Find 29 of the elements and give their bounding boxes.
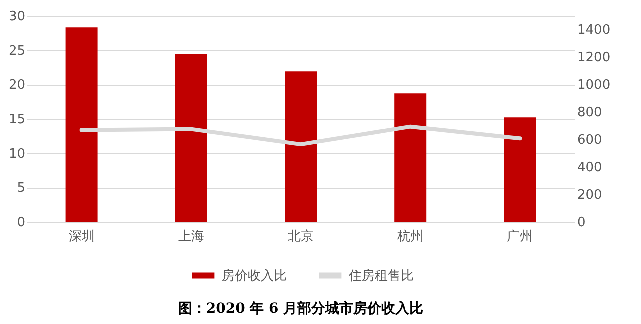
y2-tick-label: 800 bbox=[578, 106, 602, 121]
x-tick-label: 深圳 bbox=[68, 230, 95, 244]
y2-tick-label: 1000 bbox=[578, 78, 611, 94]
x-tick-label: 广州 bbox=[507, 230, 534, 244]
y-tick-label: 30 bbox=[8, 10, 26, 24]
x-tick-label: 杭州 bbox=[396, 230, 424, 244]
y-tick-label: 10 bbox=[8, 146, 26, 162]
y2-tick-label: 1400 bbox=[578, 23, 611, 38]
bar bbox=[66, 28, 98, 222]
y-tick-label: 0 bbox=[17, 216, 26, 230]
line-series bbox=[80, 124, 522, 147]
legend-label: 住房租售比 bbox=[348, 268, 414, 284]
text: 图：2020 年 6 月部分城市房价收入比 bbox=[178, 300, 424, 317]
x-tick-label: 北京 bbox=[288, 230, 314, 244]
bar bbox=[504, 118, 536, 222]
y-tick-label: 20 bbox=[8, 78, 26, 94]
legend-label: 房价收入比 bbox=[222, 268, 287, 284]
y2-tick-label: 200 bbox=[578, 188, 602, 204]
y-tick-label: 25 bbox=[8, 44, 26, 59]
y2-tick-label: 600 bbox=[578, 133, 602, 148]
bar bbox=[285, 72, 317, 222]
y2-tick-label: 1200 bbox=[578, 50, 611, 66]
x-tick-label: 上海 bbox=[178, 230, 204, 244]
y2-tick-label: 0 bbox=[578, 216, 586, 230]
y2-tick-label: 400 bbox=[578, 160, 602, 176]
y-tick-label: 15 bbox=[8, 112, 26, 128]
bar bbox=[394, 94, 427, 222]
y-tick-label: 5 bbox=[17, 181, 26, 196]
bar bbox=[175, 54, 208, 222]
